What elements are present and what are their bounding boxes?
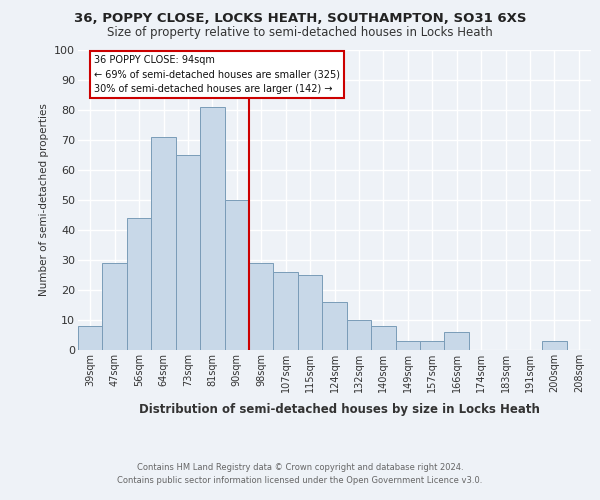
Bar	[103, 263, 127, 350]
Bar	[420, 341, 445, 350]
Bar	[298, 275, 322, 350]
Text: 36 POPPY CLOSE: 94sqm
← 69% of semi-detached houses are smaller (325)
30% of sem: 36 POPPY CLOSE: 94sqm ← 69% of semi-deta…	[94, 54, 340, 94]
Bar	[224, 200, 249, 350]
Bar	[274, 272, 298, 350]
Bar	[200, 107, 224, 350]
Text: Contains HM Land Registry data © Crown copyright and database right 2024.: Contains HM Land Registry data © Crown c…	[137, 462, 463, 471]
Bar	[542, 341, 566, 350]
Text: 36, POPPY CLOSE, LOCKS HEATH, SOUTHAMPTON, SO31 6XS: 36, POPPY CLOSE, LOCKS HEATH, SOUTHAMPTO…	[74, 12, 526, 26]
Text: Distribution of semi-detached houses by size in Locks Heath: Distribution of semi-detached houses by …	[139, 402, 539, 415]
Bar	[78, 326, 103, 350]
Bar	[249, 263, 274, 350]
Bar	[371, 326, 395, 350]
Bar	[176, 155, 200, 350]
Text: Contains public sector information licensed under the Open Government Licence v3: Contains public sector information licen…	[118, 476, 482, 485]
Bar	[151, 137, 176, 350]
Y-axis label: Number of semi-detached properties: Number of semi-detached properties	[38, 104, 49, 296]
Bar	[347, 320, 371, 350]
Bar	[127, 218, 151, 350]
Text: Size of property relative to semi-detached houses in Locks Heath: Size of property relative to semi-detach…	[107, 26, 493, 39]
Bar	[322, 302, 347, 350]
Bar	[445, 332, 469, 350]
Bar	[395, 341, 420, 350]
